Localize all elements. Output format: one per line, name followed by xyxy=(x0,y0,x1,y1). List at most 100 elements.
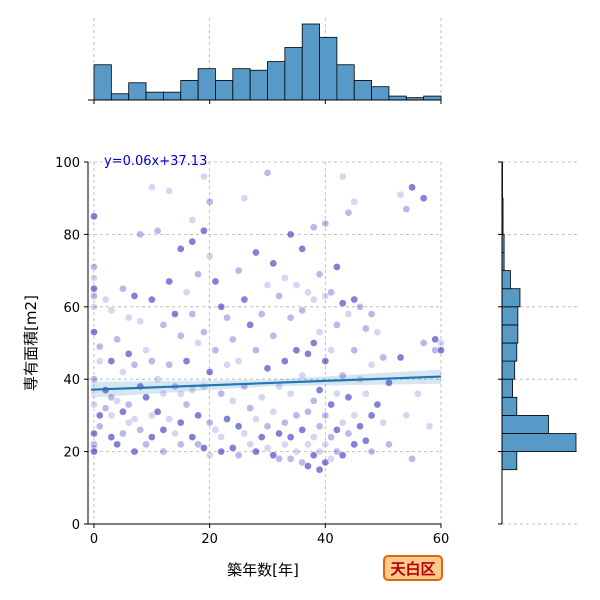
scatter-point xyxy=(188,310,197,318)
y-histogram xyxy=(501,161,577,471)
x-hist-bar xyxy=(93,64,112,101)
scatter-point xyxy=(281,357,289,365)
x-axis-label: 築年数[年] xyxy=(227,561,299,579)
scatter-point xyxy=(188,433,197,441)
scatter-point xyxy=(263,169,272,177)
scatter-point xyxy=(136,230,145,239)
scatter-point xyxy=(153,407,162,416)
x-hist-bar xyxy=(284,47,303,101)
scatter-point xyxy=(101,295,110,304)
scatter-point xyxy=(286,230,295,239)
scatter-point xyxy=(437,339,445,347)
scatter-point xyxy=(263,364,272,373)
scatter-point xyxy=(119,429,127,438)
scatter-point xyxy=(234,357,243,365)
scatter-point xyxy=(90,429,98,438)
scatter-point xyxy=(257,433,266,441)
scatter-point xyxy=(130,292,139,300)
scatter-point xyxy=(327,346,335,355)
scatter-point xyxy=(234,422,243,431)
scatter-point xyxy=(315,465,324,474)
scatter-point xyxy=(159,321,168,329)
scatter-point xyxy=(333,321,341,329)
scatter-point xyxy=(90,375,98,384)
scatter-point xyxy=(194,339,202,347)
scatter-point xyxy=(90,273,98,282)
x-tick-label: 40 xyxy=(317,532,334,547)
scatter-point xyxy=(205,368,214,376)
scatter-point xyxy=(321,458,330,467)
scatter-point xyxy=(136,426,145,434)
scatter-point xyxy=(327,433,335,441)
x-hist-bar xyxy=(162,91,182,101)
scatter-point xyxy=(240,194,249,203)
scatter-point xyxy=(304,407,312,416)
scatter-point xyxy=(142,393,150,402)
scatter-point xyxy=(309,397,318,405)
scatter-point xyxy=(344,393,353,402)
scatter-point xyxy=(200,328,208,336)
scatter-point xyxy=(130,447,139,456)
scatter-point xyxy=(356,422,364,431)
scatter-point xyxy=(333,389,341,398)
scatter-point xyxy=(408,183,416,192)
scatter-point xyxy=(338,451,347,460)
scatter-point xyxy=(373,328,382,336)
scatter-point xyxy=(425,422,434,431)
scatter-point xyxy=(379,418,388,427)
scatter-point xyxy=(159,447,168,456)
scatter-point xyxy=(327,454,335,463)
x-hist-bar xyxy=(180,80,199,101)
scatter-point xyxy=(113,335,121,344)
scatter-point xyxy=(147,433,156,441)
scatter-point xyxy=(367,360,376,369)
scatter-point xyxy=(107,393,116,402)
x-hist-bar xyxy=(319,36,338,101)
scatter-point xyxy=(367,411,376,420)
scatter-point xyxy=(234,451,243,460)
scatter-point xyxy=(165,187,174,195)
x-hist-bar xyxy=(249,69,268,101)
scatter-point xyxy=(350,197,359,206)
scatter-point xyxy=(327,288,335,297)
x-hist-bar xyxy=(215,80,234,101)
scatter-point xyxy=(385,440,393,449)
scatter-point xyxy=(275,454,283,463)
scatter-point xyxy=(315,328,324,336)
scatter-point xyxy=(113,397,121,405)
y-hist-bar xyxy=(501,306,519,326)
scatter-point xyxy=(124,350,133,358)
scatter-point xyxy=(182,400,191,409)
scatter-point xyxy=(194,411,202,420)
scatter-point xyxy=(344,429,353,438)
scatter-point xyxy=(286,454,295,463)
x-hist-bar xyxy=(371,86,390,101)
y-hist-bar xyxy=(501,378,513,398)
y-tick-label: 80 xyxy=(63,228,80,243)
scatter-point xyxy=(350,295,359,304)
scatter-point xyxy=(147,411,156,420)
scatter-point xyxy=(298,306,307,315)
scatter-point xyxy=(309,223,318,232)
scatter-point xyxy=(379,353,388,362)
scatter-point xyxy=(240,429,249,438)
scatter-point xyxy=(165,415,174,423)
scatter-point xyxy=(269,259,278,268)
scatter-point xyxy=(124,418,133,427)
scatter-point xyxy=(281,273,289,282)
scatter-point xyxy=(252,346,260,355)
scatter-point xyxy=(350,346,359,355)
scatter-point xyxy=(119,368,127,376)
scatter-point xyxy=(205,451,214,460)
x-hist-bar xyxy=(336,64,355,101)
x-hist-bar xyxy=(128,82,147,101)
scatter-point xyxy=(269,331,278,340)
scatter-point xyxy=(153,375,162,384)
scatter-point xyxy=(263,444,272,452)
scatter-point xyxy=(95,422,104,431)
scatter-point xyxy=(419,194,428,203)
scatter-point xyxy=(309,433,318,441)
scatter-point xyxy=(124,313,133,322)
scatter-point xyxy=(147,183,156,192)
scatter-point xyxy=(90,284,98,293)
